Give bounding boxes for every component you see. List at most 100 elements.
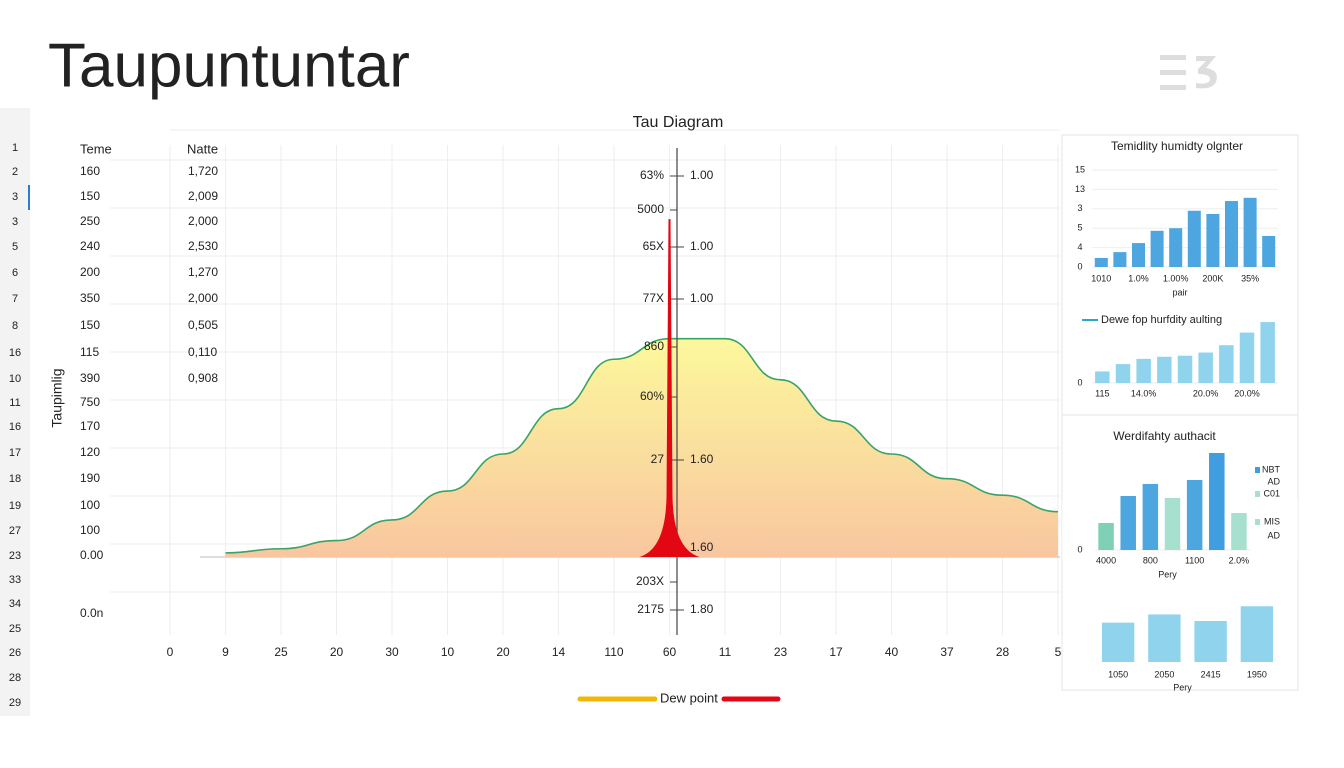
table-cell: 0.0n <box>80 606 103 620</box>
annotation: 27 <box>651 452 665 466</box>
bar <box>1240 606 1274 662</box>
row-number: 25 <box>9 623 21 635</box>
bar <box>1186 480 1203 550</box>
table-header: Natte <box>187 141 218 156</box>
table-cell: 2,000 <box>188 291 218 305</box>
annotation: 77X <box>643 291 664 305</box>
x-tick-label: 115 <box>1095 388 1109 398</box>
chart-title: Tau Diagram <box>633 114 724 131</box>
table-cell: 350 <box>80 291 100 305</box>
table-cell: 2,009 <box>188 189 218 203</box>
area <box>225 338 1058 557</box>
menu-icon[interactable] <box>1160 55 1217 90</box>
x-tick-label: 1.0% <box>1128 273 1149 283</box>
x-tick-label: 17 <box>829 645 843 659</box>
line <box>225 337 1059 554</box>
bar <box>1095 371 1110 383</box>
x-tick-label: 110 <box>604 645 623 659</box>
x-tick-label: 40 <box>885 645 899 659</box>
x-tick-label: 5 <box>1055 645 1062 659</box>
x-tick-label: 4000 <box>1096 555 1116 565</box>
x-tick-label: 60 <box>663 645 677 659</box>
table-cell: 0,505 <box>188 318 218 332</box>
row-number: 19 <box>9 500 21 512</box>
table-header: Teme <box>80 141 112 156</box>
x-tick-label: 25 <box>274 645 288 659</box>
annotation: 63% <box>640 168 664 182</box>
table-cell: 100 <box>80 523 100 537</box>
spike <box>639 219 700 557</box>
annotation: 1.80 <box>690 602 714 616</box>
row-number: 2 <box>12 166 18 178</box>
y-tick-label: 3 <box>1077 203 1082 213</box>
x-tick-label: 20 <box>330 645 344 659</box>
bar <box>1120 496 1136 550</box>
chart-title: Werdifahty authacit <box>1113 429 1216 443</box>
bar <box>1231 513 1247 550</box>
x-tick-label: 1050 <box>1108 669 1128 679</box>
table-cell: 0,110 <box>188 345 217 359</box>
table-cell: 150 <box>80 318 100 332</box>
table-cell: 1,270 <box>188 265 218 279</box>
x-tick-label: 14.0% <box>1131 388 1157 398</box>
row-number: 33 <box>9 574 21 586</box>
bar <box>1169 228 1183 267</box>
x-tick-label: 14 <box>552 645 566 659</box>
x-axis-label: Pery <box>1158 569 1177 579</box>
x-axis-label: Pery <box>1173 682 1192 692</box>
bar <box>1148 614 1181 662</box>
row-number: 28 <box>9 672 21 684</box>
annotation: 203X <box>636 574 664 588</box>
y-tick-label: 0 <box>1077 377 1082 387</box>
x-tick-label: 800 <box>1143 555 1158 565</box>
legend-label: NBT <box>1262 464 1281 474</box>
x-tick-label: 9 <box>222 645 229 659</box>
table-cell: 250 <box>80 214 100 228</box>
annotation: 60% <box>640 389 664 403</box>
x-tick-label: 200K <box>1202 273 1223 283</box>
table-cell: 115 <box>80 345 99 359</box>
annotation: 1.60 <box>690 540 714 554</box>
y-axis-label: Taupimlig <box>49 368 65 427</box>
y-tick-label: 0 <box>1077 544 1082 554</box>
bar <box>1219 345 1234 383</box>
annotation: 5000 <box>637 202 664 216</box>
table-cell: 1,720 <box>188 164 218 178</box>
x-tick-label: 30 <box>385 645 399 659</box>
legend-label: Dewe fop hurfdity aulting <box>1101 314 1222 326</box>
legend-label: Dew point <box>660 690 718 705</box>
x-tick-label: 20.0% <box>1193 388 1219 398</box>
x-tick-label: 1010 <box>1091 273 1111 283</box>
x-tick-label: 11 <box>719 645 732 659</box>
x-tick-label: 1.00% <box>1163 273 1189 283</box>
x-tick-label: 20.0% <box>1234 388 1260 398</box>
row-number: 34 <box>9 598 21 610</box>
table-cell: 390 <box>80 371 100 385</box>
legend-label: MIS <box>1264 516 1280 526</box>
legend-swatch <box>1255 467 1260 473</box>
bar <box>1209 453 1225 550</box>
row-selected <box>28 185 30 210</box>
table-cell: 750 <box>80 395 100 409</box>
table-cell: 190 <box>80 471 100 485</box>
bar <box>1098 523 1114 550</box>
annotation: 65X <box>643 239 664 253</box>
bar <box>1243 197 1257 267</box>
annotation: 1.60 <box>690 452 714 466</box>
bar <box>1187 210 1201 267</box>
bar <box>1260 322 1275 383</box>
row-number: 16 <box>9 347 21 359</box>
y-tick-label: 4 <box>1077 242 1082 252</box>
table-cell: 240 <box>80 239 100 253</box>
bar <box>1239 332 1255 383</box>
bar <box>1115 364 1131 383</box>
row-number: 8 <box>12 320 18 332</box>
x-tick-label: 1950 <box>1247 669 1267 679</box>
legend-label: AD <box>1267 530 1280 540</box>
row-number: 16 <box>9 421 21 433</box>
x-tick-label: 2050 <box>1154 669 1174 679</box>
row-number: 23 <box>9 550 21 562</box>
row-number: 11 <box>9 397 20 409</box>
annotation: 1.00 <box>690 291 714 305</box>
